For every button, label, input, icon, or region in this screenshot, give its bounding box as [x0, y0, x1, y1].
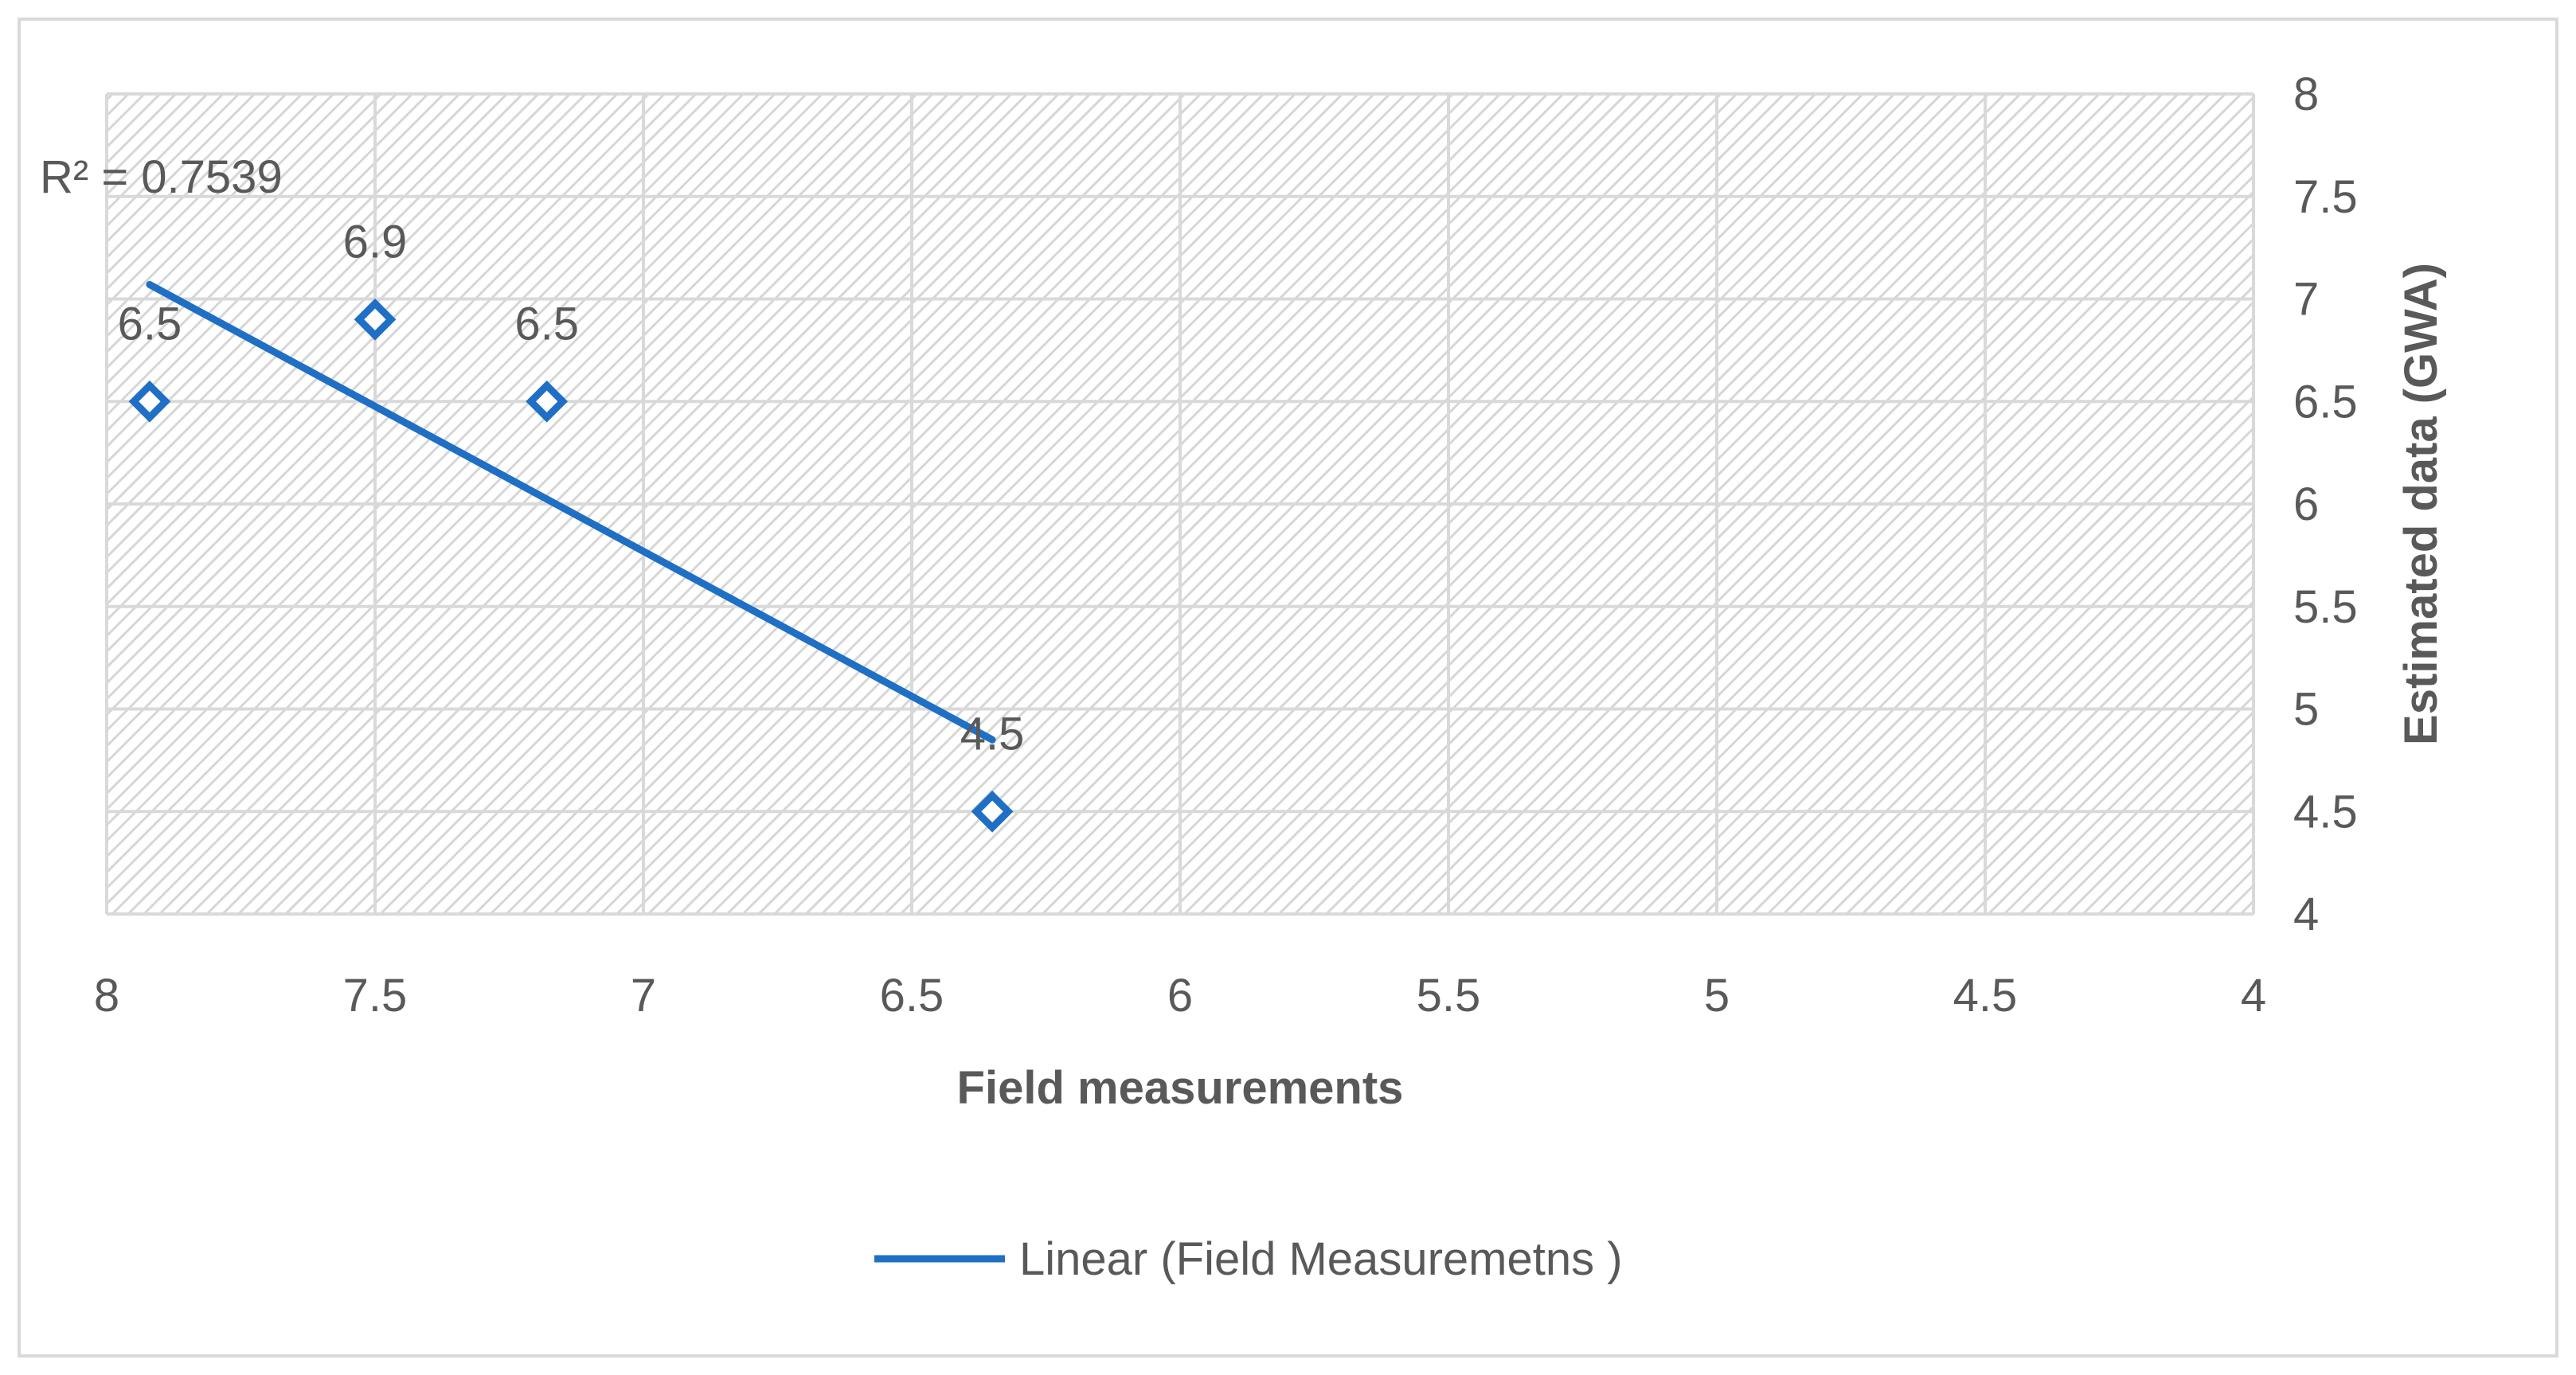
legend-label: Linear (Field Measuremetns ): [1019, 1233, 1623, 1285]
data-point-label: 6.5: [514, 298, 579, 350]
y-tick-label: 7.5: [2293, 171, 2358, 223]
data-point-marker: [971, 790, 1014, 833]
y-tick-label: 5: [2293, 684, 2319, 736]
y-tick-label: 7: [2293, 274, 2319, 326]
gridlines: [105, 92, 2255, 916]
x-tick-label: 5.5: [1417, 970, 1481, 1021]
data-point-label: 6.9: [343, 216, 408, 268]
r-squared-annotation: R² = 0.7539: [40, 151, 283, 203]
x-tick-label: 8: [94, 970, 119, 1021]
data-points: [128, 298, 1014, 833]
data-point-marker: [128, 380, 171, 423]
x-tick-label: 7: [631, 970, 656, 1021]
data-point-marker: [354, 298, 397, 341]
y-axis-tick-labels: 4 4.5 5 5.5 6 6.5 7 7.5 8: [2293, 68, 2358, 940]
y-tick-label: 4: [2293, 889, 2319, 940]
x-tick-label: 6: [1167, 970, 1193, 1021]
data-point-label: 6.5: [118, 298, 182, 350]
y-tick-label: 8: [2293, 68, 2319, 120]
legend: Linear (Field Measuremetns ): [874, 1233, 1623, 1285]
x-axis-tick-labels: 8 7.5 7 6.5 6 5.5 5 4.5 4: [94, 970, 2266, 1021]
y-tick-label: 5.5: [2293, 581, 2358, 633]
data-labels: 6.5 6.9 6.5 4.5: [118, 216, 1025, 760]
y-tick-label: 6: [2293, 479, 2319, 530]
y-tick-label: 6.5: [2293, 376, 2358, 428]
x-tick-label: 7.5: [343, 970, 408, 1021]
y-axis-title: Estimated data (GWA): [2395, 263, 2447, 745]
x-tick-label: 6.5: [880, 970, 944, 1021]
x-axis-title: Field measurements: [957, 1062, 1404, 1114]
x-tick-label: 4.5: [1953, 970, 2018, 1021]
y-tick-label: 4.5: [2293, 786, 2358, 838]
x-tick-label: 5: [1704, 970, 1730, 1021]
x-tick-label: 4: [2241, 970, 2266, 1021]
trendline: [146, 280, 996, 744]
data-point-marker: [526, 380, 569, 423]
data-point-label: 4.5: [960, 708, 1025, 760]
